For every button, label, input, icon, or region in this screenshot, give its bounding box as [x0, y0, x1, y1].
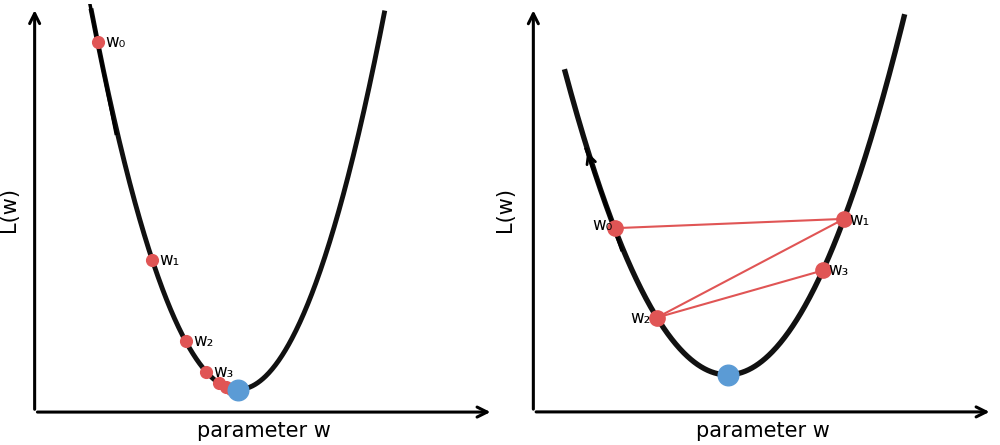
Point: [228, 386, 244, 393]
Text: w₃: w₃: [828, 261, 849, 279]
Point: [229, 386, 245, 393]
Text: w₁: w₁: [160, 251, 180, 269]
Point: [230, 386, 246, 393]
Point: [230, 386, 246, 393]
Point: [230, 386, 246, 393]
Point: [230, 386, 246, 393]
Point: [607, 225, 623, 232]
Text: L(w): L(w): [495, 187, 515, 232]
Text: w₃: w₃: [214, 363, 234, 380]
Point: [227, 386, 243, 393]
Text: L(w): L(w): [0, 187, 19, 232]
Text: w₂: w₂: [630, 308, 650, 327]
Point: [836, 215, 852, 222]
Point: [144, 257, 160, 264]
Point: [229, 386, 245, 393]
Point: [230, 386, 246, 393]
Point: [230, 386, 246, 393]
Point: [218, 384, 234, 391]
X-axis label: parameter w: parameter w: [696, 421, 830, 441]
Point: [90, 38, 106, 45]
Point: [230, 386, 246, 393]
Text: w₂: w₂: [193, 332, 214, 350]
Point: [226, 386, 242, 393]
X-axis label: parameter w: parameter w: [197, 421, 331, 441]
Point: [815, 267, 831, 274]
Text: w₀: w₀: [592, 216, 612, 234]
Point: [211, 379, 227, 386]
Point: [649, 314, 665, 321]
Text: w₀: w₀: [105, 33, 125, 51]
Point: [223, 385, 239, 392]
Point: [720, 371, 736, 378]
Point: [230, 386, 246, 393]
Point: [198, 368, 214, 375]
Point: [178, 338, 194, 345]
Text: w₁: w₁: [850, 211, 870, 229]
